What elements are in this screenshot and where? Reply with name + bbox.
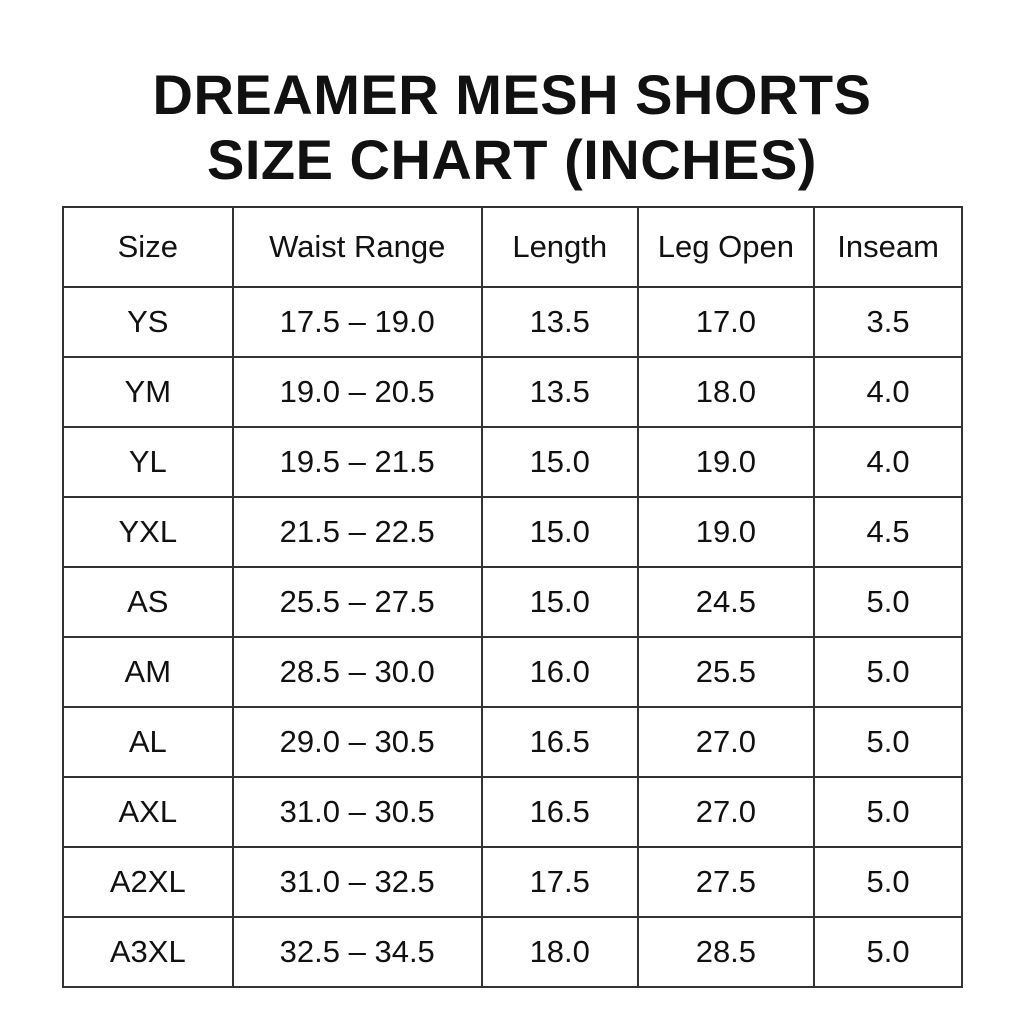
cell-leg-open: 27.5 <box>636 846 816 918</box>
cell-inseam: 5.0 <box>813 636 963 708</box>
table-row: A2XL 31.0 – 32.5 17.5 27.5 5.0 <box>62 846 963 918</box>
header-waist-range: Waist Range <box>231 206 483 288</box>
header-inseam: Inseam <box>813 206 963 288</box>
cell-leg-open: 27.0 <box>636 776 816 848</box>
cell-length: 16.5 <box>480 706 639 778</box>
cell-waist-range: 17.5 – 19.0 <box>231 286 483 358</box>
cell-waist-range: 25.5 – 27.5 <box>231 566 483 638</box>
table-row: YM 19.0 – 20.5 13.5 18.0 4.0 <box>62 356 963 428</box>
cell-size: YL <box>62 426 234 498</box>
cell-leg-open: 19.0 <box>636 426 816 498</box>
cell-waist-range: 29.0 – 30.5 <box>231 706 483 778</box>
cell-waist-range: 28.5 – 30.0 <box>231 636 483 708</box>
cell-size: AM <box>62 636 234 708</box>
cell-leg-open: 27.0 <box>636 706 816 778</box>
cell-leg-open: 19.0 <box>636 496 816 568</box>
cell-waist-range: 21.5 – 22.5 <box>231 496 483 568</box>
table-row: AS 25.5 – 27.5 15.0 24.5 5.0 <box>62 566 963 638</box>
chart-title-line-2: SIZE CHART (INCHES) <box>207 128 817 191</box>
cell-length: 15.0 <box>480 566 639 638</box>
cell-inseam: 4.0 <box>813 356 963 428</box>
cell-length: 13.5 <box>480 356 639 428</box>
cell-inseam: 5.0 <box>813 706 963 778</box>
cell-waist-range: 19.0 – 20.5 <box>231 356 483 428</box>
cell-size: AS <box>62 566 234 638</box>
cell-size: A2XL <box>62 846 234 918</box>
header-leg-open: Leg Open <box>636 206 816 288</box>
cell-inseam: 5.0 <box>813 916 963 988</box>
table-row: YS 17.5 – 19.0 13.5 17.0 3.5 <box>62 286 963 358</box>
cell-length: 13.5 <box>480 286 639 358</box>
table-row: YL 19.5 – 21.5 15.0 19.0 4.0 <box>62 426 963 498</box>
cell-size: A3XL <box>62 916 234 988</box>
cell-inseam: 5.0 <box>813 846 963 918</box>
cell-length: 16.5 <box>480 776 639 848</box>
cell-waist-range: 31.0 – 30.5 <box>231 776 483 848</box>
cell-leg-open: 25.5 <box>636 636 816 708</box>
size-chart-table: Size Waist Range Length Leg Open Inseam YS 17… <box>62 206 963 988</box>
cell-size: AXL <box>62 776 234 848</box>
chart-title-line-1: DREAMER MESH SHORTS <box>152 63 872 126</box>
table-row: AXL 31.0 – 30.5 16.5 27.0 5.0 <box>62 776 963 848</box>
cell-length: 18.0 <box>480 916 639 988</box>
cell-leg-open: 24.5 <box>636 566 816 638</box>
table-row: A3XL 32.5 – 34.5 18.0 28.5 5.0 <box>62 916 963 988</box>
table-row: AL 29.0 – 30.5 16.5 27.0 5.0 <box>62 706 963 778</box>
cell-leg-open: 28.5 <box>636 916 816 988</box>
cell-waist-range: 19.5 – 21.5 <box>231 426 483 498</box>
cell-waist-range: 31.0 – 32.5 <box>231 846 483 918</box>
header-size: Size <box>62 206 234 288</box>
cell-length: 17.5 <box>480 846 639 918</box>
cell-length: 15.0 <box>480 496 639 568</box>
cell-inseam: 4.5 <box>813 496 963 568</box>
cell-inseam: 3.5 <box>813 286 963 358</box>
header-row: Size Waist Range Length Leg Open Inseam <box>62 206 963 288</box>
cell-waist-range: 32.5 – 34.5 <box>231 916 483 988</box>
cell-length: 16.0 <box>480 636 639 708</box>
cell-leg-open: 17.0 <box>636 286 816 358</box>
table-row: YXL 21.5 – 22.5 15.0 19.0 4.5 <box>62 496 963 568</box>
cell-size: AL <box>62 706 234 778</box>
cell-size: YM <box>62 356 234 428</box>
cell-inseam: 4.0 <box>813 426 963 498</box>
cell-size: YXL <box>62 496 234 568</box>
cell-inseam: 5.0 <box>813 776 963 848</box>
cell-length: 15.0 <box>480 426 639 498</box>
cell-inseam: 5.0 <box>813 566 963 638</box>
cell-size: YS <box>62 286 234 358</box>
header-length: Length <box>480 206 639 288</box>
cell-leg-open: 18.0 <box>636 356 816 428</box>
table-row: AM 28.5 – 30.0 16.0 25.5 5.0 <box>62 636 963 708</box>
